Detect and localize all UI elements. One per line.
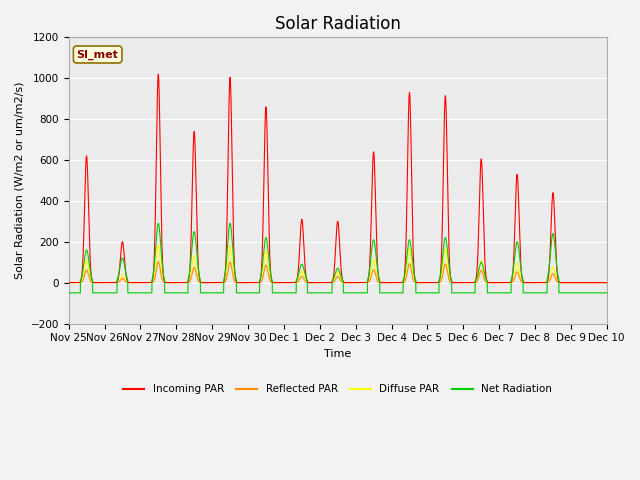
Text: SI_met: SI_met xyxy=(77,49,118,60)
Y-axis label: Solar Radiation (W/m2 or um/m2/s): Solar Radiation (W/m2 or um/m2/s) xyxy=(15,82,25,279)
Title: Solar Radiation: Solar Radiation xyxy=(275,15,401,33)
Legend: Incoming PAR, Reflected PAR, Diffuse PAR, Net Radiation: Incoming PAR, Reflected PAR, Diffuse PAR… xyxy=(119,380,556,398)
X-axis label: Time: Time xyxy=(324,349,351,359)
